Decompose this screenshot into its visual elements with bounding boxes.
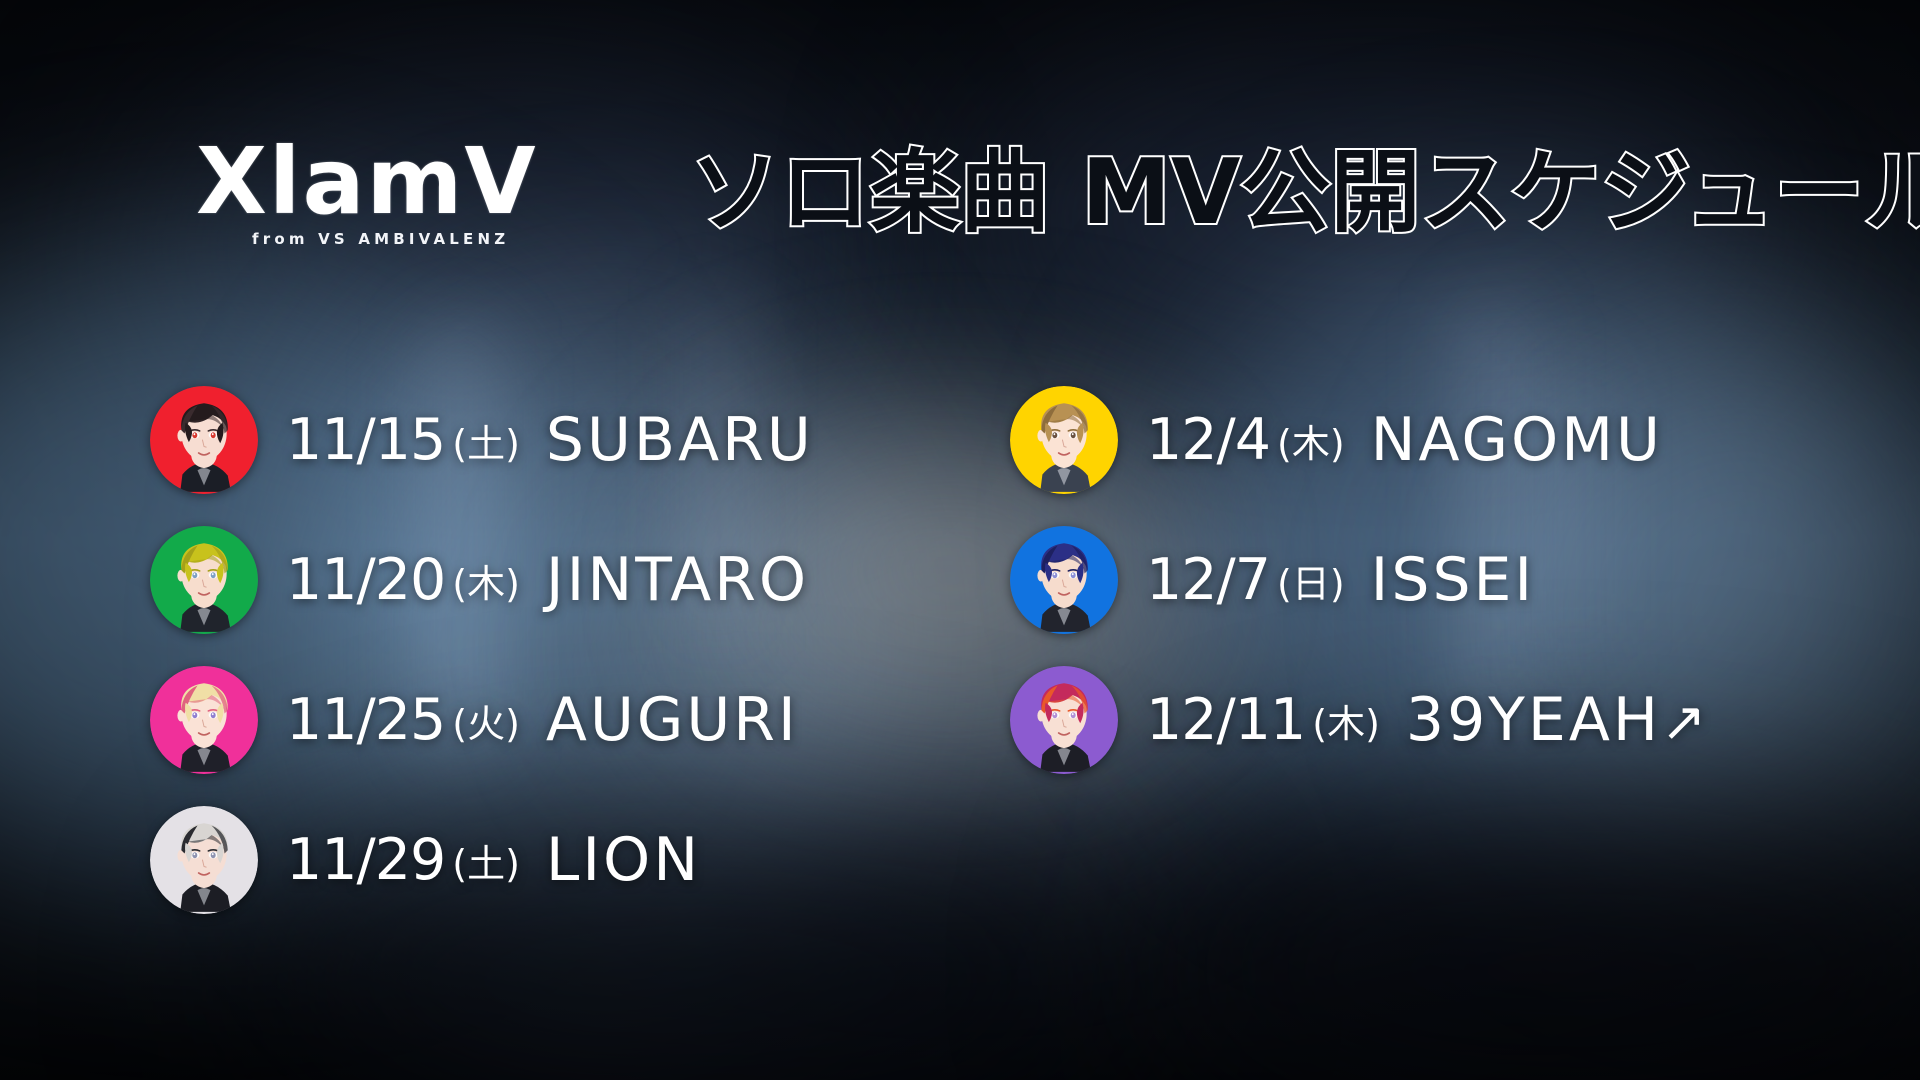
schedule-row: 11/25 (火) AUGURI — [150, 650, 970, 790]
avatar-jintaro — [150, 526, 258, 634]
schedule-member-name: 39YEAH↗ — [1405, 685, 1707, 755]
schedule-list: 11/15 (土) SUBARU 11/20 (木) JINTARO — [0, 370, 1920, 930]
schedule-weekday: (土) — [452, 421, 520, 466]
group-logo: XlamV from VS AMBIVALENZ — [196, 130, 666, 260]
schedule-row: 11/15 (土) SUBARU — [150, 370, 970, 510]
avatar-lion — [150, 806, 258, 914]
schedule-weekday: (土) — [452, 841, 520, 886]
schedule-member-name: ISSEI — [1370, 545, 1536, 615]
arrow-up-right-icon: ↗ — [1661, 690, 1707, 753]
schedule-date: 11/25 — [286, 687, 446, 753]
schedule-date: 11/29 — [286, 827, 446, 893]
avatar-issei — [1010, 526, 1118, 634]
schedule-row: 12/11 (木) 39YEAH↗ — [1010, 650, 1910, 790]
avatar-auguri — [150, 666, 258, 774]
schedule-member-name: NAGOMU — [1370, 405, 1663, 475]
schedule-weekday: (火) — [452, 701, 520, 746]
header: XlamV from VS AMBIVALENZ ソロ楽曲 MV公開スケジュール — [0, 130, 1920, 270]
schedule-date: 11/20 — [286, 547, 446, 613]
schedule-row: 11/20 (木) JINTARO — [150, 510, 970, 650]
schedule-date: 11/15 — [286, 407, 446, 473]
schedule-weekday: (木) — [1312, 701, 1380, 746]
schedule-row: 12/7 (日) ISSEI — [1010, 510, 1910, 650]
logo-wordmark: XlamV — [196, 128, 538, 235]
page-title: ソロ楽曲 MV公開スケジュール — [688, 138, 1920, 247]
schedule-row: 11/29 (土) LION — [150, 790, 970, 930]
schedule-column-right: 12/4 (木) NAGOMU 12/7 (日) ISSEI — [1010, 370, 1910, 790]
schedule-weekday: (木) — [452, 561, 520, 606]
schedule-row: 12/4 (木) NAGOMU — [1010, 370, 1910, 510]
avatar-nagomu — [1010, 386, 1118, 494]
schedule-member-name: AUGURI — [545, 685, 799, 755]
schedule-date: 12/7 — [1146, 547, 1271, 613]
avatar-39yeah — [1010, 666, 1118, 774]
schedule-date: 12/4 — [1146, 407, 1271, 473]
logo-tagline: from VS AMBIVALENZ — [252, 230, 510, 248]
schedule-weekday: (木) — [1277, 421, 1345, 466]
schedule-column-left: 11/15 (土) SUBARU 11/20 (木) JINTARO — [150, 370, 970, 930]
schedule-weekday: (日) — [1277, 561, 1345, 606]
schedule-member-name: LION — [545, 825, 702, 895]
avatar-subaru — [150, 386, 258, 494]
schedule-member-name: SUBARU — [545, 405, 814, 475]
schedule-date: 12/11 — [1146, 687, 1306, 753]
schedule-member-name: JINTARO — [545, 545, 810, 615]
